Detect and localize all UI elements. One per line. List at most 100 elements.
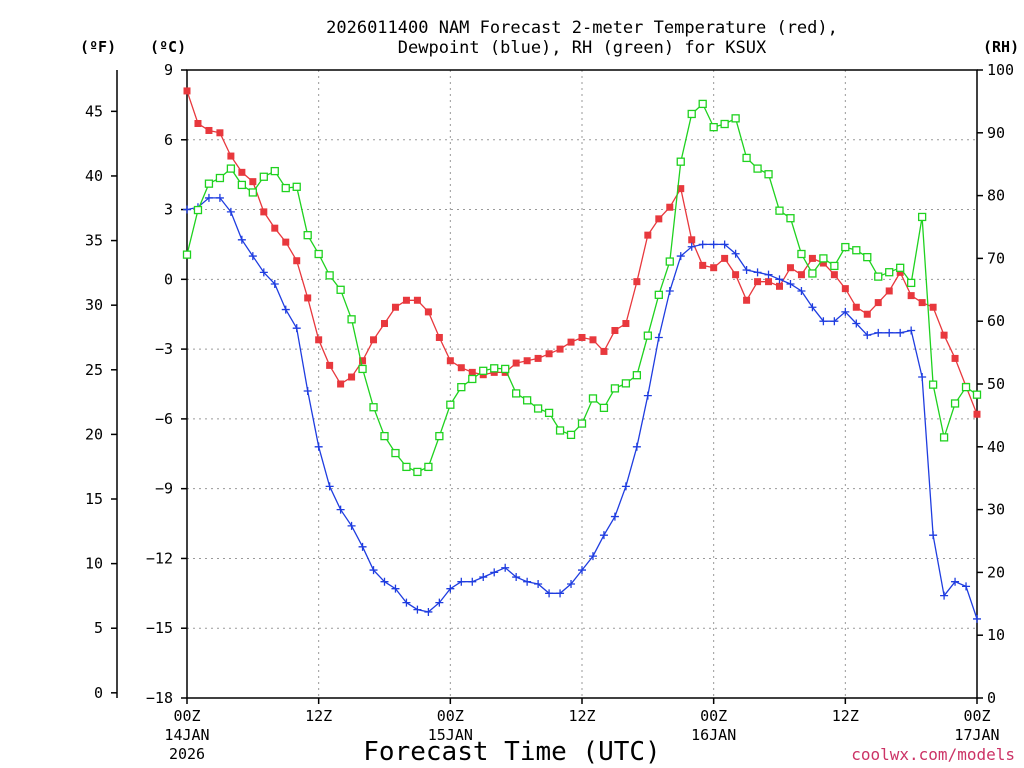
dewpoint-point [896, 328, 905, 337]
temperature-point [326, 361, 334, 369]
rh-point [248, 188, 257, 197]
rh-point [599, 403, 609, 413]
rh-point [632, 371, 642, 380]
rh-unit-label: (RH) [983, 38, 1019, 56]
dewpoint-point [588, 552, 597, 561]
dewpoint-point [490, 568, 499, 577]
rh-point [281, 183, 290, 193]
rh-point [358, 364, 367, 374]
dewpoint-point [556, 589, 565, 598]
dewpoint-point [215, 193, 224, 202]
rh-point [303, 231, 312, 240]
temperature-point [863, 310, 871, 318]
temperature-point [611, 327, 619, 335]
fahrenheit-tick-label: 15 [85, 490, 103, 508]
rh-point [226, 164, 236, 173]
rh-tick-label: 100 [987, 61, 1014, 79]
rh-point [259, 172, 268, 181]
series-layer [182, 87, 982, 623]
x-tick-date: 16JAN [691, 726, 736, 744]
temperature-point [841, 285, 849, 293]
rh-point [369, 403, 378, 412]
dewpoint-point [259, 268, 268, 277]
temperature-point [370, 336, 378, 344]
dewpoint-point [621, 482, 630, 491]
rh-tick-label: 10 [987, 626, 1005, 644]
celsius-tick-label: −18 [146, 689, 173, 707]
dewpoint-point [512, 573, 521, 582]
dewpoint-point [731, 249, 740, 258]
celsius-tick-label: 0 [164, 270, 173, 288]
x-tick-label: 00Z [173, 707, 200, 725]
rh-point [928, 380, 938, 389]
temperature-point [435, 333, 443, 341]
rh-point [479, 366, 488, 375]
temperature-point [852, 303, 860, 311]
rh-point [413, 467, 422, 477]
rh-point [786, 214, 795, 223]
temperature-point [655, 215, 663, 223]
temperature-point [918, 299, 926, 307]
celsius-tick-label: −12 [146, 549, 173, 567]
rh-tick-label: 60 [987, 312, 1005, 330]
temperature-point [337, 380, 345, 388]
dewpoint-point [852, 319, 861, 328]
temperature-point [216, 129, 224, 137]
dewpoint-point [676, 252, 685, 261]
x-tick-date: 14JAN [164, 726, 209, 744]
rh-point [753, 164, 762, 173]
rh-point [446, 400, 455, 409]
fahrenheit-tick-label: 25 [85, 361, 103, 379]
dewpoint-point [534, 580, 543, 589]
temperature-point [512, 359, 520, 367]
temperature-point [282, 238, 290, 246]
rh-tick-label: 40 [987, 438, 1005, 456]
temperature-point [315, 336, 323, 344]
dewpoint-point [753, 268, 762, 277]
celsius-tick-label: 3 [164, 201, 173, 219]
dewpoint-point [951, 577, 960, 586]
dewpoint-point [830, 317, 839, 326]
rh-point [292, 182, 301, 191]
plot-frame [186, 69, 978, 699]
dewpoint-point [369, 566, 378, 575]
temperature-point [874, 299, 882, 307]
dewpoint-point [204, 193, 213, 202]
temperature-point [732, 271, 740, 279]
temperature-point [304, 294, 312, 302]
rh-point [698, 99, 707, 109]
rh-point [917, 212, 927, 222]
temperature-point [808, 254, 816, 262]
dewpoint-point [720, 240, 729, 249]
dewpoint-point [797, 286, 806, 295]
temperature-point [885, 287, 893, 295]
dewpoint-point [314, 442, 323, 451]
celsius-tick-label: −6 [155, 410, 173, 428]
dewpoint-point [841, 307, 850, 316]
temperature-point [468, 368, 476, 376]
temperature-point [413, 296, 421, 304]
rh-point [501, 364, 510, 374]
dewpoint-point [457, 577, 466, 586]
dewpoint-point [599, 531, 608, 540]
chart-title-line-2: Dewpoint (blue), RH (green) for KSUX [398, 38, 767, 58]
temperature-point [622, 320, 630, 328]
temperature-point [183, 87, 191, 95]
rh-point [643, 331, 652, 340]
rh-point [775, 206, 784, 215]
x-tick-date: 15JAN [428, 726, 473, 744]
x-axis-title: Forecast Time (UTC) [363, 737, 660, 767]
dewpoint-point [446, 584, 455, 593]
rh-point [676, 157, 685, 166]
rh-tick-label: 50 [987, 375, 1005, 393]
fahrenheit-unit-label: (ºF) [80, 38, 116, 56]
x-tick-label: 12Z [832, 707, 859, 725]
fahrenheit-tick-label: 20 [85, 425, 103, 443]
temperature-point [797, 271, 805, 279]
dewpoint-point [424, 607, 433, 616]
dewpoint-point [907, 326, 916, 335]
temperature-point [786, 264, 794, 272]
x-tick-label: 12Z [305, 707, 332, 725]
rh-point [764, 170, 773, 179]
